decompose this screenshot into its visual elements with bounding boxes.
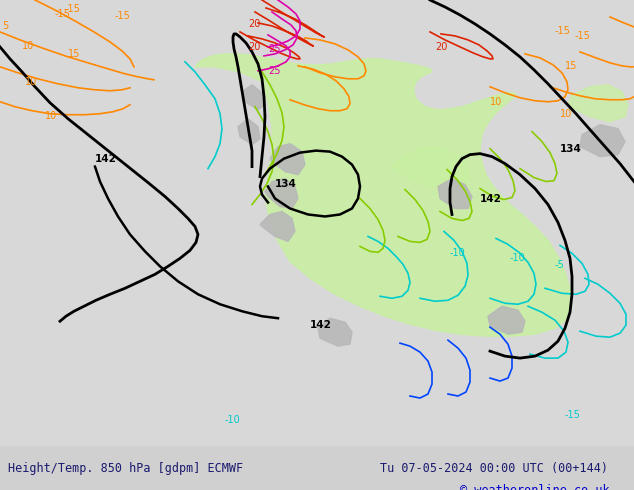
Text: -15: -15 xyxy=(565,410,581,420)
Polygon shape xyxy=(390,147,470,189)
Polygon shape xyxy=(195,54,572,336)
Text: 15: 15 xyxy=(68,49,81,59)
Text: -15: -15 xyxy=(555,26,571,36)
Text: 20: 20 xyxy=(435,42,448,52)
Text: 10: 10 xyxy=(560,109,573,119)
Text: 20: 20 xyxy=(415,0,427,2)
Text: © weatheronline.co.uk: © weatheronline.co.uk xyxy=(460,484,610,490)
Text: 142: 142 xyxy=(480,194,502,203)
Polygon shape xyxy=(270,144,305,174)
Text: -15: -15 xyxy=(115,11,131,21)
Polygon shape xyxy=(265,178,298,208)
Polygon shape xyxy=(260,212,295,242)
Text: -10: -10 xyxy=(225,415,241,425)
Text: 20: 20 xyxy=(248,19,261,29)
Text: 134: 134 xyxy=(275,178,297,189)
Text: -15: -15 xyxy=(575,31,591,41)
Polygon shape xyxy=(488,306,525,334)
Text: 134: 134 xyxy=(560,144,582,154)
Text: 142: 142 xyxy=(95,153,117,164)
Text: 25: 25 xyxy=(268,66,280,76)
Text: -15: -15 xyxy=(65,4,81,14)
Text: -10: -10 xyxy=(450,248,466,258)
Text: Height/Temp. 850 hPa [gdpm] ECMWF: Height/Temp. 850 hPa [gdpm] ECMWF xyxy=(8,462,243,475)
Polygon shape xyxy=(238,119,260,145)
Text: 10: 10 xyxy=(25,77,37,87)
Text: 15: 15 xyxy=(565,61,578,71)
Text: -10: -10 xyxy=(510,253,526,263)
Polygon shape xyxy=(568,85,628,122)
Polygon shape xyxy=(580,124,625,157)
Text: Tu 07-05-2024 00:00 UTC (00+144): Tu 07-05-2024 00:00 UTC (00+144) xyxy=(380,462,608,475)
Text: 142: 142 xyxy=(310,320,332,330)
Polygon shape xyxy=(438,178,472,208)
Text: 10: 10 xyxy=(45,111,57,121)
Text: 20: 20 xyxy=(248,42,261,52)
Text: 10: 10 xyxy=(22,41,34,51)
Text: -15: -15 xyxy=(55,9,71,19)
Polygon shape xyxy=(242,85,265,110)
Text: 25: 25 xyxy=(268,44,280,54)
Polygon shape xyxy=(318,318,352,346)
Text: 5: 5 xyxy=(2,21,8,31)
Text: -5: -5 xyxy=(555,260,565,270)
Text: 20: 20 xyxy=(135,0,147,2)
Polygon shape xyxy=(0,0,634,446)
Text: 10: 10 xyxy=(490,97,502,107)
